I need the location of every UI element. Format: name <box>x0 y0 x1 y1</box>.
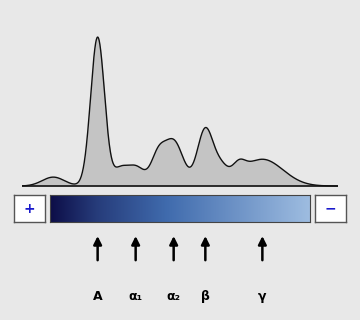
Text: α₁: α₁ <box>129 290 143 303</box>
Text: −: − <box>324 202 336 216</box>
Text: A: A <box>93 290 103 303</box>
Text: +: + <box>24 202 36 216</box>
Text: β: β <box>201 290 210 303</box>
Text: α₂: α₂ <box>167 290 181 303</box>
Text: γ: γ <box>258 290 267 303</box>
